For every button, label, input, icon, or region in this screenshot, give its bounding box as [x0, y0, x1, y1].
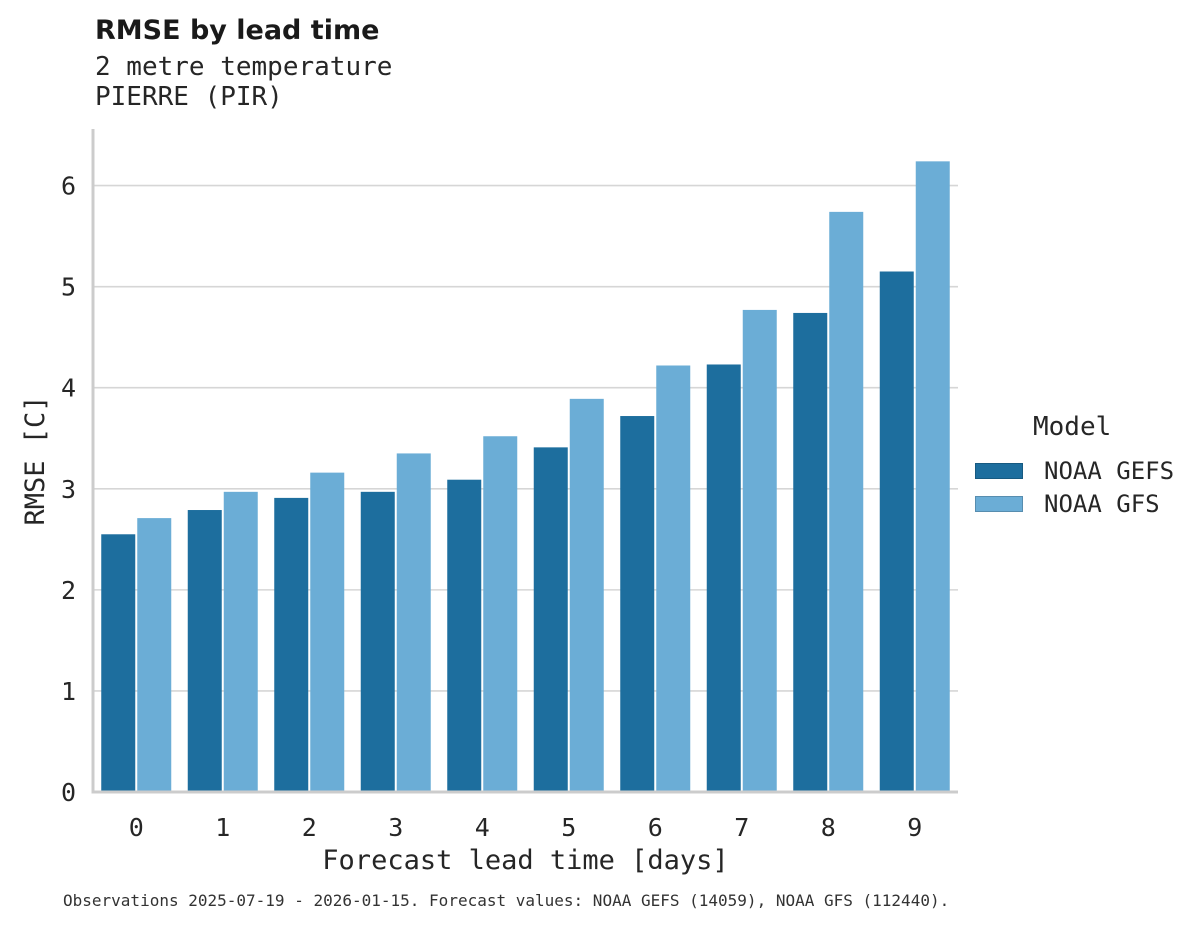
legend: Model NOAA GEFS NOAA GFS — [975, 412, 1174, 520]
bar-noaa-gefs-lead-9 — [879, 271, 914, 792]
bar-noaa-gfs-lead-5 — [569, 398, 604, 792]
x-tick-label-1: 1 — [215, 813, 230, 842]
bar-noaa-gfs-lead-4 — [483, 436, 518, 792]
y-axis-title: RMSE [C] — [20, 395, 51, 525]
legend-item-noaa-gefs: NOAA GEFS — [975, 454, 1174, 487]
chart-title: RMSE by lead time — [95, 15, 380, 46]
chart-header: RMSE by lead time 2 metre temperature PI… — [95, 16, 392, 113]
legend-title: Model — [1033, 412, 1112, 442]
y-tick-label-5: 5 — [61, 273, 76, 302]
legend-item-noaa-gfs: NOAA GFS — [975, 487, 1174, 520]
x-tick-label-4: 4 — [475, 813, 490, 842]
legend-swatch-noaa-gfs — [975, 495, 1023, 512]
legend-label-noaa-gefs: NOAA GEFS — [1044, 456, 1175, 485]
y-tick-label-4: 4 — [61, 374, 76, 403]
y-tick-label-6: 6 — [61, 172, 76, 201]
bar-noaa-gfs-lead-9 — [915, 161, 950, 793]
bar-noaa-gfs-lead-3 — [396, 453, 431, 792]
chart-subtitle-parameter: 2 metre temperature — [95, 51, 393, 82]
x-tick-label-2: 2 — [302, 813, 317, 842]
bar-noaa-gefs-lead-3 — [360, 491, 395, 792]
bar-noaa-gefs-lead-7 — [706, 364, 741, 792]
chart-subtitle-station: PIERRE (PIR) — [95, 82, 283, 113]
legend-rows: NOAA GEFS NOAA GFS — [975, 454, 1174, 520]
bar-noaa-gfs-lead-6 — [656, 365, 691, 792]
bar-noaa-gefs-lead-1 — [187, 510, 222, 792]
x-tick-label-8: 8 — [821, 813, 836, 842]
x-axis-title: Forecast lead time [days] — [322, 845, 728, 876]
bar-noaa-gefs-lead-2 — [274, 497, 309, 792]
x-tick-label-3: 3 — [388, 813, 403, 842]
y-tick-label-0: 0 — [61, 778, 76, 807]
y-tick-label-1: 1 — [61, 677, 76, 706]
bar-noaa-gefs-lead-0 — [101, 534, 136, 792]
x-tick-label-6: 6 — [648, 813, 663, 842]
caption: Observations 2025-07-19 - 2026-01-15. Fo… — [63, 891, 950, 910]
bar-noaa-gfs-lead-1 — [223, 491, 258, 792]
bar-noaa-gefs-lead-4 — [447, 479, 482, 792]
x-tick-label-9: 9 — [907, 813, 922, 842]
bar-noaa-gfs-lead-8 — [829, 211, 864, 792]
bar-noaa-gfs-lead-7 — [742, 309, 777, 792]
bar-noaa-gfs-lead-0 — [137, 518, 172, 792]
legend-label-noaa-gfs: NOAA GFS — [1044, 489, 1160, 518]
bar-noaa-gfs-lead-2 — [310, 472, 345, 792]
x-tick-label-7: 7 — [734, 813, 749, 842]
x-tick-label-0: 0 — [129, 813, 144, 842]
bar-noaa-gefs-lead-8 — [793, 312, 828, 792]
y-tick-label-2: 2 — [61, 576, 76, 605]
bar-noaa-gefs-lead-6 — [620, 416, 655, 792]
y-tick-label-3: 3 — [61, 475, 76, 504]
bar-noaa-gefs-lead-5 — [533, 447, 568, 792]
legend-swatch-noaa-gefs — [975, 462, 1023, 479]
x-tick-label-5: 5 — [561, 813, 576, 842]
